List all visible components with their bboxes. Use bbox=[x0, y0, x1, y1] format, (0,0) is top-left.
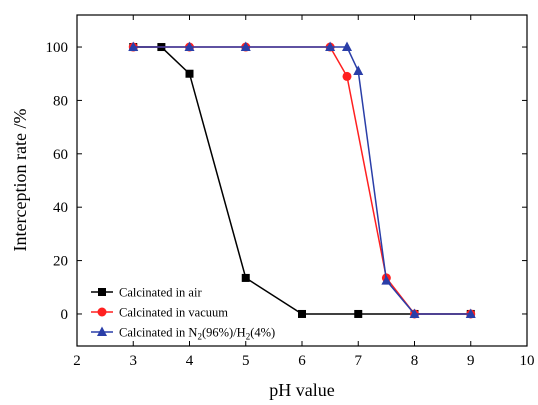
legend-label: Calcinated in air bbox=[119, 286, 202, 300]
series-line bbox=[133, 46, 471, 315]
legend: Calcinated in air Calcinated in vacuum Cal… bbox=[91, 286, 275, 342]
y-tick-label: 20 bbox=[53, 254, 68, 270]
data-point bbox=[241, 273, 250, 282]
series-2 bbox=[128, 42, 476, 319]
data-point bbox=[342, 41, 352, 52]
series-layer bbox=[128, 41, 476, 319]
x-tick-label: 5 bbox=[242, 353, 250, 369]
legend-item: Calcinated in vacuum bbox=[91, 306, 228, 320]
legend-item: Calcinated in N2(96%)/H2(4%) bbox=[91, 326, 275, 342]
x-tick-label: 7 bbox=[355, 353, 363, 369]
data-point bbox=[353, 65, 364, 76]
x-tick-label: 10 bbox=[520, 353, 535, 369]
series-1 bbox=[129, 43, 475, 318]
y-tick-label: 100 bbox=[46, 40, 69, 56]
legend-label: Calcinated in vacuum bbox=[119, 306, 228, 320]
data-point bbox=[185, 69, 194, 78]
x-axis-title: pH value bbox=[269, 380, 334, 400]
data-point bbox=[381, 275, 392, 285]
data-point bbox=[354, 309, 363, 318]
data-point bbox=[184, 41, 195, 52]
y-axis-title: Interception rate /% bbox=[10, 109, 30, 252]
data-point bbox=[465, 308, 476, 318]
data-point bbox=[128, 41, 139, 52]
x-tick-label: 3 bbox=[130, 353, 138, 369]
y-tick-label: 60 bbox=[53, 147, 68, 163]
x-tick-label: 9 bbox=[467, 353, 475, 369]
data-point bbox=[342, 71, 352, 81]
x-tick-label: 2 bbox=[73, 353, 81, 369]
x-tick-label: 6 bbox=[298, 353, 306, 369]
series-line bbox=[133, 46, 471, 315]
legend-label: Calcinated in N2(96%)/H2(4%) bbox=[119, 326, 275, 342]
data-point bbox=[325, 41, 336, 52]
y-tick-label: 0 bbox=[61, 307, 69, 323]
legend-marker bbox=[98, 288, 106, 296]
series-line bbox=[133, 46, 471, 315]
data-point bbox=[298, 309, 306, 318]
legend-marker bbox=[97, 326, 107, 336]
legend-marker bbox=[97, 307, 107, 317]
x-tick-label: 8 bbox=[411, 353, 419, 369]
data-point bbox=[240, 41, 251, 52]
x-tick-label: 4 bbox=[186, 353, 194, 369]
y-tick-label: 40 bbox=[53, 200, 68, 216]
legend-item: Calcinated in air bbox=[91, 286, 202, 300]
data-point bbox=[409, 308, 420, 318]
series-3 bbox=[128, 41, 476, 318]
y-tick-label: 80 bbox=[53, 93, 68, 109]
